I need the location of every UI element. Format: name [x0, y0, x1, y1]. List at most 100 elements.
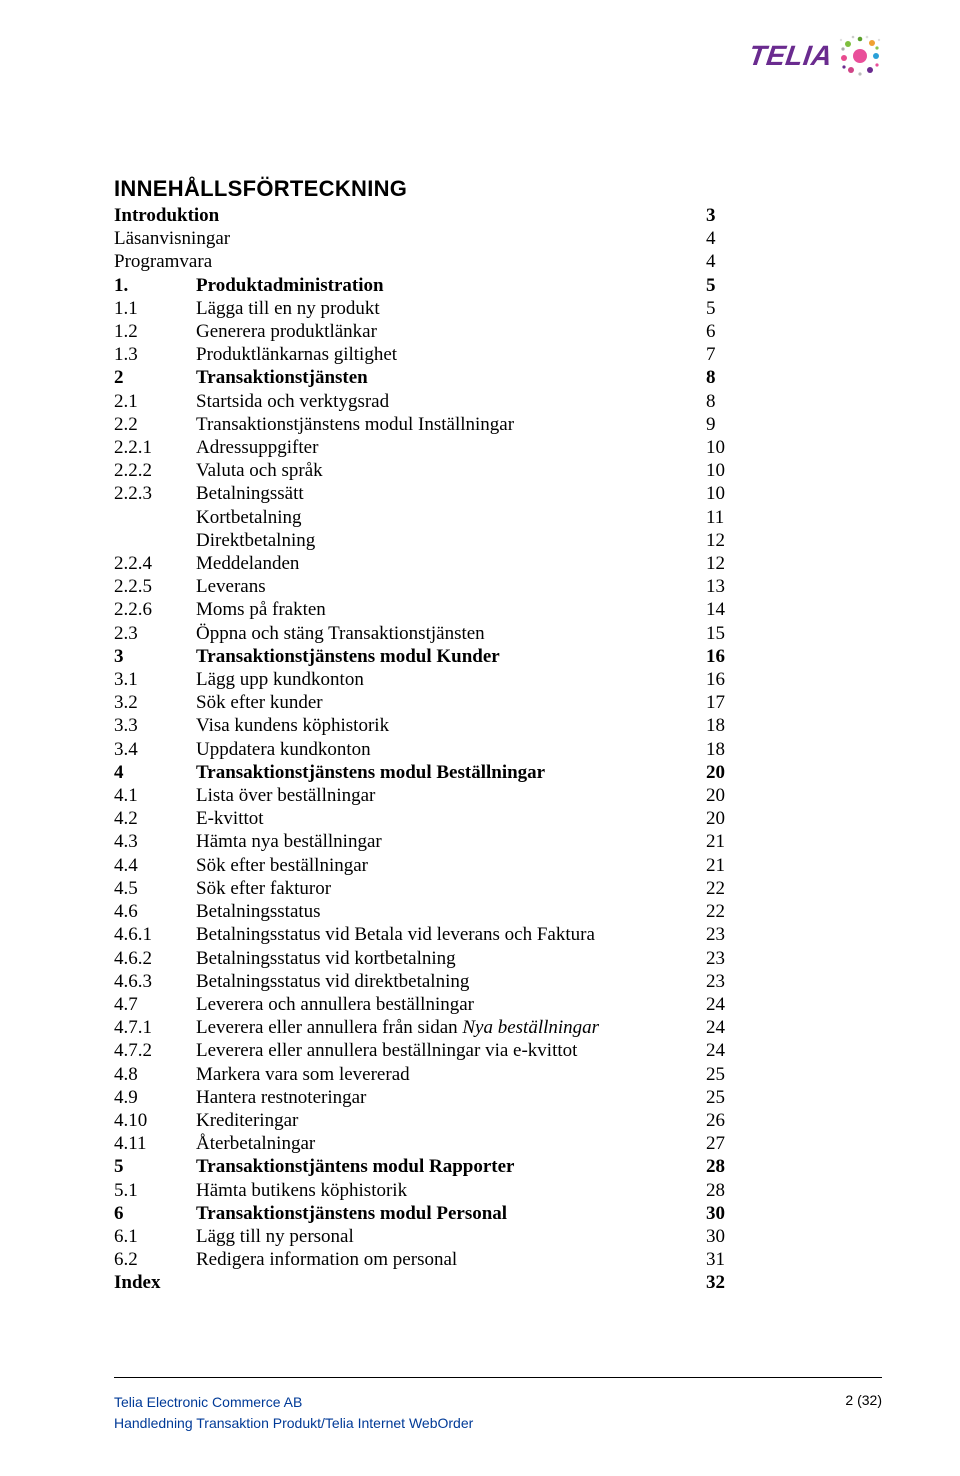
toc-row: 2.2.2Valuta och språk10 [114, 459, 746, 482]
toc-page: 30 [706, 1225, 746, 1248]
toc-num: 6.2 [114, 1248, 196, 1271]
toc-page: 11 [706, 506, 746, 529]
toc-page: 28 [706, 1155, 746, 1178]
toc-label: Betalningssätt [196, 482, 706, 505]
toc-row: 4.6.2Betalningsstatus vid kortbetalning2… [114, 947, 746, 970]
toc-row: 4.6Betalningsstatus22 [114, 900, 746, 923]
toc-row: 4.3Hämta nya beställningar21 [114, 830, 746, 853]
toc-label: Transaktionstjänsten [196, 366, 706, 389]
toc-page: 13 [706, 575, 746, 598]
toc-page: 20 [706, 784, 746, 807]
toc-row: 4.10Krediteringar26 [114, 1109, 746, 1132]
toc-num: 2.3 [114, 622, 196, 645]
toc-num: 2.2.4 [114, 552, 196, 575]
toc-page: 8 [706, 390, 746, 413]
toc-label: Produktlänkarnas giltighet [196, 343, 706, 366]
footer-line1: Telia Electronic Commerce AB [114, 1392, 473, 1413]
toc-page: 9 [706, 413, 746, 436]
toc-page: 18 [706, 738, 746, 761]
toc-row: 1.1Lägga till en ny produkt5 [114, 297, 746, 320]
toc-page: 10 [706, 482, 746, 505]
toc-page: 27 [706, 1132, 746, 1155]
toc-page: 23 [706, 970, 746, 993]
toc-page: 26 [706, 1109, 746, 1132]
toc-page: 21 [706, 854, 746, 877]
toc-row: 4.11Återbetalningar27 [114, 1132, 746, 1155]
toc-label: Generera produktlänkar [196, 320, 706, 343]
toc-label: Betalningsstatus vid kortbetalning [196, 947, 706, 970]
toc-num: 4.4 [114, 854, 196, 877]
toc-page: 16 [706, 645, 746, 668]
toc-row: 3.1Lägg upp kundkonton16 [114, 668, 746, 691]
toc-label: Transaktionstjäntens modul Rapporter [196, 1155, 706, 1178]
toc-row: 2.3Öppna och stäng Transaktionstjänsten1… [114, 622, 746, 645]
toc-page: 12 [706, 529, 746, 552]
toc-label: Betalningsstatus [196, 900, 706, 923]
toc-row: 4.6.1Betalningsstatus vid Betala vid lev… [114, 923, 746, 946]
toc-label: Adressuppgifter [196, 436, 706, 459]
toc-num: 4.7 [114, 993, 196, 1016]
toc-row: 4.6.3Betalningsstatus vid direktbetalnin… [114, 970, 746, 993]
toc-page: 6 [706, 320, 746, 343]
toc-num: 2.2.6 [114, 598, 196, 621]
content-area: INNEHÅLLSFÖRTECKNING Introduktion 3 Läsanv… [114, 176, 746, 1295]
toc-row: 1.Produktadministration5 [114, 274, 746, 297]
toc-num: 3 [114, 645, 196, 668]
toc-row: 4.9Hantera restnoteringar25 [114, 1086, 746, 1109]
toc-page: 18 [706, 714, 746, 737]
toc-num: 4.1 [114, 784, 196, 807]
toc-num: 3.4 [114, 738, 196, 761]
toc-num: 1.2 [114, 320, 196, 343]
toc-num: 2.2 [114, 413, 196, 436]
toc-num: 6 [114, 1202, 196, 1225]
toc-label: Transaktionstjänstens modul Kunder [196, 645, 706, 668]
toc-row: 2.1Startsida och verktygsrad8 [114, 390, 746, 413]
toc-num: 3.3 [114, 714, 196, 737]
toc-label: Betalningsstatus vid Betala vid leverans… [196, 923, 706, 946]
toc-num: 3.1 [114, 668, 196, 691]
toc-row: 2Transaktionstjänsten8 [114, 366, 746, 389]
toc-row: 5.1Hämta butikens köphistorik28 [114, 1179, 746, 1202]
page-title: INNEHÅLLSFÖRTECKNING [114, 176, 746, 202]
footer: Telia Electronic Commerce AB Handledning… [114, 1377, 882, 1434]
toc-num: 1.3 [114, 343, 196, 366]
toc-row: 1.2Generera produktlänkar6 [114, 320, 746, 343]
toc-page: 23 [706, 947, 746, 970]
toc-num: 5 [114, 1155, 196, 1178]
toc-label: Krediteringar [196, 1109, 706, 1132]
toc-page: 15 [706, 622, 746, 645]
toc-label: Introduktion [114, 204, 706, 227]
toc-label: Hantera restnoteringar [196, 1086, 706, 1109]
toc-num: 4.7.2 [114, 1039, 196, 1062]
toc-num: 4.10 [114, 1109, 196, 1132]
toc-row: 6Transaktionstjänstens modul Personal30 [114, 1202, 746, 1225]
toc-row: Direktbetalning12 [114, 529, 746, 552]
toc-label: Betalningsstatus vid direktbetalning [196, 970, 706, 993]
toc-row: Programvara4 [114, 250, 746, 273]
toc-row: Kortbetalning11 [114, 506, 746, 529]
toc-page: 4 [706, 250, 746, 273]
toc-num: 2.2.3 [114, 482, 196, 505]
toc-label: Markera vara som levererad [196, 1063, 706, 1086]
toc-page: 30 [706, 1202, 746, 1225]
toc-label: Läsanvisningar [114, 227, 706, 250]
toc-num: 4.6.2 [114, 947, 196, 970]
toc-num: 2.2.5 [114, 575, 196, 598]
toc-label: Öppna och stäng Transaktionstjänsten [196, 622, 706, 645]
logo-text: TELIA [746, 40, 834, 72]
toc-row: 4.7Leverera och annullera beställningar2… [114, 993, 746, 1016]
toc-row: 4.1Lista över beställningar20 [114, 784, 746, 807]
toc-label: Kortbetalning [196, 506, 706, 529]
toc-label: Produktadministration [196, 274, 706, 297]
toc-row: 5Transaktionstjäntens modul Rapporter28 [114, 1155, 746, 1178]
toc-label: Visa kundens köphistorik [196, 714, 706, 737]
toc-row: 2.2.1Adressuppgifter10 [114, 436, 746, 459]
toc-row: 2.2.5Leverans13 [114, 575, 746, 598]
footer-pager: 2 (32) [845, 1392, 882, 1408]
toc-label: Leverera eller annullera beställningar v… [196, 1039, 706, 1062]
toc-row: 4.5Sök efter fakturor22 [114, 877, 746, 900]
toc-num: 4.7.1 [114, 1016, 196, 1039]
toc-page: 16 [706, 668, 746, 691]
toc-page: 7 [706, 343, 746, 366]
toc-row: 1.3Produktlänkarnas giltighet7 [114, 343, 746, 366]
